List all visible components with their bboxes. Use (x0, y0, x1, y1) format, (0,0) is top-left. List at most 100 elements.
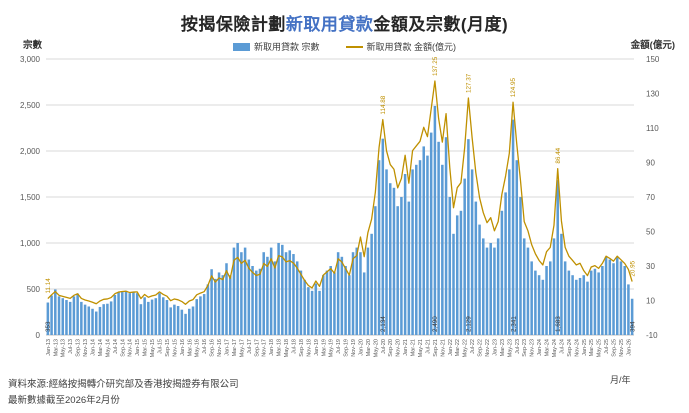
title-highlight: 新取用貸款 (285, 15, 374, 34)
x-axis-tick: Nov-15 (172, 339, 178, 357)
bar (392, 187, 396, 335)
bar (202, 294, 206, 335)
bar (519, 197, 522, 335)
bar (321, 275, 325, 335)
bar (169, 307, 172, 335)
x-axis-tick: Jan-22 (448, 339, 454, 356)
bar (563, 261, 567, 335)
bar (448, 197, 452, 335)
bar (161, 297, 165, 335)
x-axis-tick: Nov-14 (128, 339, 134, 357)
x-axis-tick: Sep-20 (388, 339, 394, 357)
bar (128, 293, 131, 335)
bar (571, 275, 574, 335)
x-axis-tick: Sep-16 (210, 339, 216, 357)
bar (526, 247, 530, 335)
x-axis-tick: Mar-24 (545, 339, 551, 356)
bar (630, 298, 634, 335)
bar (615, 256, 619, 335)
x-axis-tick: Mar-17 (232, 339, 238, 356)
x-axis-tick: May-20 (373, 339, 379, 357)
x-axis-tick: May-14 (105, 339, 111, 357)
line-value-label: 11.14 (45, 278, 52, 294)
bar (243, 247, 247, 335)
bar (121, 291, 124, 335)
x-axis-tick: Jul-22 (470, 339, 476, 354)
bar (359, 252, 362, 335)
legend-bar-label: 新取用貸款 宗數 (253, 42, 320, 52)
x-axis-tick: Jul-19 (336, 339, 342, 354)
bar (176, 306, 180, 335)
bar (150, 299, 154, 335)
bar (556, 180, 559, 335)
bar-value-label: 2,134 (380, 316, 387, 332)
bar (206, 284, 210, 335)
bar (113, 294, 117, 335)
bar (273, 261, 277, 335)
line-value-label: 114.88 (380, 95, 387, 114)
x-axis-tick: Jan-15 (135, 339, 141, 356)
bar (586, 281, 589, 335)
chart-canvas: 0 500 1,000 1,500 2,000 2,500 3,000 -10 10 30 50 70… (20, 55, 660, 357)
legend-line-label: 新取用貸款 金額(億元) (366, 42, 457, 52)
bar (370, 233, 373, 335)
x-axis-tick: Nov-25 (619, 339, 625, 357)
bar (612, 263, 615, 335)
bar (180, 309, 184, 335)
x-axis-tick: Jan-16 (180, 339, 186, 356)
y-axis-tick-left: 3,000 (20, 55, 41, 64)
bar (46, 302, 50, 335)
x-axis-tick: May-15 (150, 339, 156, 357)
x-axis-tick: Sep-25 (612, 339, 618, 357)
bar (575, 279, 578, 335)
bar (94, 311, 98, 335)
bar (444, 137, 448, 335)
x-axis-tick: Sep-14 (120, 339, 126, 357)
bar (191, 306, 195, 335)
bar (154, 298, 158, 335)
bar (292, 254, 295, 335)
bar (522, 238, 526, 335)
bar (236, 243, 239, 335)
bar (329, 266, 332, 335)
x-axis-tick: Nov-13 (83, 339, 89, 357)
bar (258, 268, 262, 335)
bar (485, 247, 489, 335)
bar (217, 272, 221, 335)
bar (295, 261, 299, 335)
bar (277, 243, 280, 335)
x-axis-tick: Jul-21 (425, 339, 431, 354)
bar (288, 250, 292, 335)
x-axis-tick: Nov-16 (217, 339, 223, 357)
bar (240, 252, 243, 335)
y-axis-tick-left: 2,500 (20, 101, 41, 110)
bar (422, 146, 425, 335)
bar (411, 169, 414, 335)
bar (247, 259, 251, 335)
y-axis-tick-left: 1,500 (20, 193, 41, 202)
bar (109, 301, 113, 335)
bar (474, 201, 478, 335)
bar (314, 283, 318, 335)
bar (143, 297, 146, 335)
bar (549, 261, 552, 335)
x-axis-tick: Sep-22 (478, 339, 484, 357)
bar (336, 252, 340, 335)
bar (627, 284, 630, 335)
y-axis-tick-left: 2,000 (20, 147, 41, 156)
bar (493, 247, 496, 335)
bar (50, 295, 53, 335)
x-axis-tick: Sep-19 (344, 339, 350, 357)
bar (139, 304, 143, 335)
x-axis-tick: Jul-14 (113, 339, 119, 354)
bar (307, 287, 310, 335)
x-axis-tick: May-25 (597, 339, 603, 357)
y-axis-tick-right: 30 (646, 262, 655, 271)
bar (117, 292, 120, 335)
x-axis-tick: Jul-18 (291, 339, 297, 354)
x-axis-tick: May-23 (507, 339, 513, 357)
line-value-label: 127.37 (466, 73, 473, 93)
x-axis-tick: Jul-20 (381, 339, 387, 354)
y-axis-tick-left: 1,000 (20, 239, 41, 248)
bar (195, 299, 198, 335)
